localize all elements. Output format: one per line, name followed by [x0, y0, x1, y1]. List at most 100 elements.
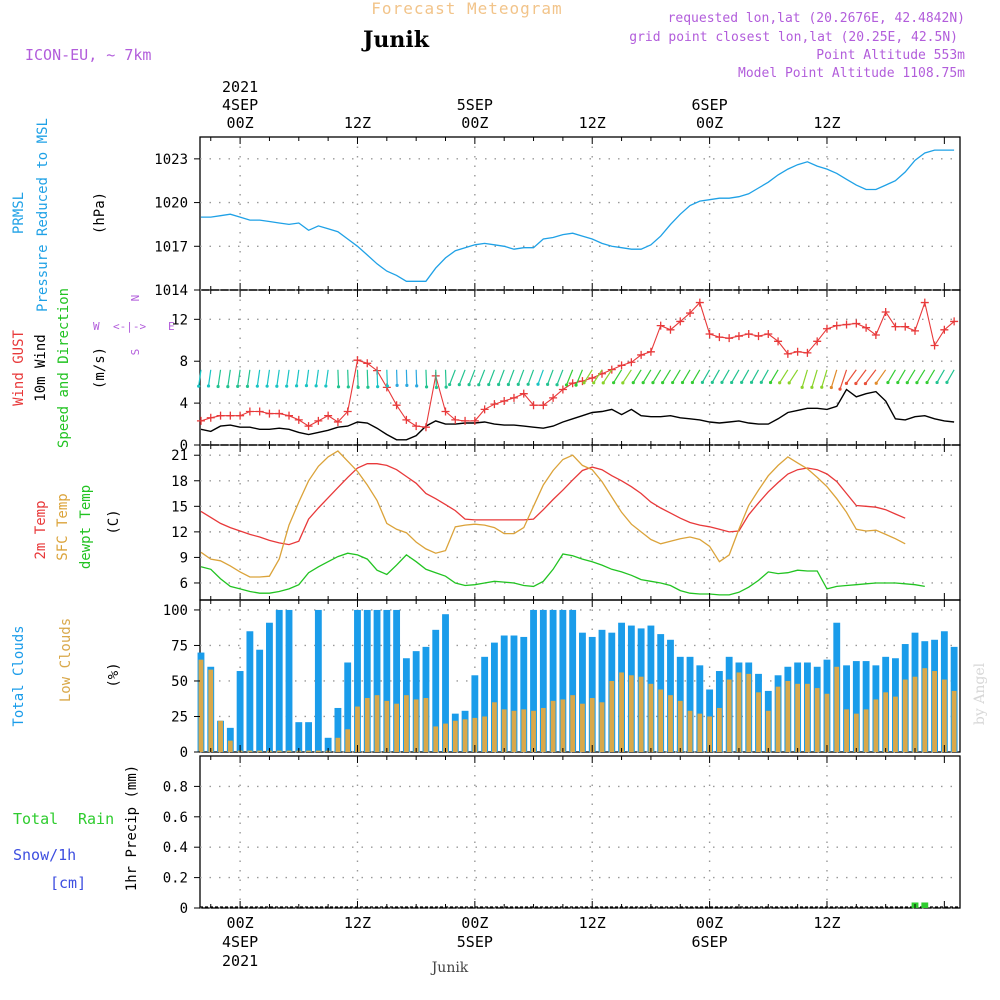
- y-tick-label: 21: [171, 448, 188, 464]
- gust-point: [627, 358, 636, 367]
- top-time-label: 00Z: [461, 114, 488, 132]
- wind-arrow-head: [768, 380, 773, 385]
- temp-dew-label: dewpt Temp: [78, 485, 94, 569]
- wind-arrow: [366, 369, 369, 388]
- total-cloud-bar: [530, 609, 537, 752]
- low-cloud-bar: [335, 737, 341, 752]
- wind-arrow-head: [206, 384, 211, 388]
- low-cloud-bar: [257, 750, 263, 752]
- low-cloud-bar: [932, 671, 937, 752]
- gust-point: [226, 411, 235, 420]
- wind-arrow-head: [265, 384, 269, 388]
- low-cloud-bar: [443, 723, 448, 752]
- low-cloud-bar: [511, 710, 517, 752]
- compass-e: E: [168, 320, 175, 333]
- bottom-time-label: 00Z: [461, 914, 488, 932]
- total-cloud-bar: [588, 636, 596, 752]
- low-cloud-bar: [462, 719, 468, 752]
- wind-arrow-head: [945, 380, 949, 384]
- wind-arrow-head: [304, 384, 309, 388]
- wind-arrow-head: [405, 383, 409, 387]
- gust-point: [842, 320, 851, 329]
- wind-arrow: [682, 369, 691, 383]
- low-cloud-bar: [492, 702, 497, 752]
- total-clouds-label: Total Clouds: [11, 625, 27, 726]
- wind-arrow-head: [863, 381, 868, 386]
- wind-arrow: [897, 369, 906, 383]
- low-cloud-bar: [413, 699, 419, 752]
- low-cloud-bar: [746, 673, 752, 752]
- y-tick-label: 0: [180, 438, 188, 454]
- total-cloud-bar: [862, 661, 870, 752]
- wind-arrow-head: [477, 383, 481, 387]
- y-tick-label: 25: [171, 709, 188, 725]
- clouds-unit: (%): [106, 662, 122, 687]
- wind-arrow-head: [444, 385, 448, 389]
- wind-arrow: [415, 369, 418, 386]
- wind-arrow: [788, 369, 799, 384]
- prmsl-line: [201, 149, 955, 282]
- low-cloud-bar: [707, 716, 712, 752]
- low-cloud-bar: [844, 709, 849, 752]
- top-time-label: 6SEP: [692, 96, 728, 114]
- wind-arrow: [701, 369, 711, 383]
- wind-arrow: [237, 369, 241, 387]
- gust-point: [353, 356, 362, 365]
- wind-arrow: [936, 369, 945, 383]
- wind-arrow-head: [245, 384, 250, 388]
- wind-arrow: [662, 369, 671, 383]
- gust-point: [695, 298, 704, 307]
- wind-arrow-head: [915, 381, 919, 385]
- total-cloud-bar: [579, 632, 586, 752]
- model-point-altitude: Model Point Altitude 1108.75m: [738, 66, 965, 81]
- low-cloud-bar: [619, 672, 624, 752]
- wind-arrow: [741, 369, 750, 383]
- wind-arrow-head: [385, 384, 389, 388]
- temp-2m-line: [200, 463, 906, 546]
- gust-point: [637, 350, 646, 359]
- wind-arrow: [256, 369, 261, 387]
- total-cloud-bar: [373, 609, 381, 752]
- gust-point: [206, 413, 215, 422]
- y-tick-label: 0.2: [163, 871, 188, 887]
- wind-arrow-head: [294, 384, 299, 388]
- gust-point: [901, 322, 910, 331]
- low-cloud-bar: [726, 679, 732, 752]
- wind-arrow: [276, 369, 280, 387]
- gust-point: [402, 415, 411, 424]
- wind-arrow-head: [415, 384, 419, 388]
- low-cloud-bar: [941, 679, 947, 752]
- low-cloud-bar: [531, 710, 536, 752]
- y-tick-label: 1023: [154, 152, 188, 168]
- wind-arrow: [517, 369, 525, 385]
- total-cloud-bar: [295, 722, 303, 752]
- gust-point: [490, 400, 499, 409]
- low-cloud-bar: [756, 692, 761, 752]
- total-cloud-bar: [363, 609, 371, 752]
- wind-arrow-head: [526, 382, 530, 386]
- wind-arrow-head: [720, 380, 724, 384]
- wind-arrow-head: [787, 381, 791, 385]
- plot-layer: [196, 149, 960, 908]
- gust-point: [862, 323, 871, 332]
- wind-arrow: [217, 369, 222, 387]
- wind-arrow: [444, 369, 447, 388]
- wind-arrow: [613, 369, 623, 383]
- gust-point: [783, 349, 792, 358]
- wind-arrow: [425, 369, 428, 387]
- bottom-time-label: 4SEP: [222, 933, 258, 951]
- y-tick-label: 0.6: [163, 810, 188, 826]
- wind-arrow: [325, 369, 329, 387]
- wind-arrow: [602, 369, 613, 384]
- y-tick-label: 18: [171, 474, 188, 490]
- total-cloud-bar: [314, 609, 322, 752]
- wind-arrow-head: [935, 380, 939, 385]
- precip-unit: 1hr Precip (mm): [124, 765, 140, 891]
- low-cloud-bar: [227, 740, 233, 752]
- y-tick-label: 1017: [154, 239, 188, 255]
- y-tick-label: 0.8: [163, 779, 188, 795]
- total-cloud-bar: [266, 622, 273, 752]
- wind-arrow-head: [356, 385, 360, 389]
- pressure-unit: (hPa): [92, 192, 108, 234]
- wind-arrow-head: [621, 381, 625, 385]
